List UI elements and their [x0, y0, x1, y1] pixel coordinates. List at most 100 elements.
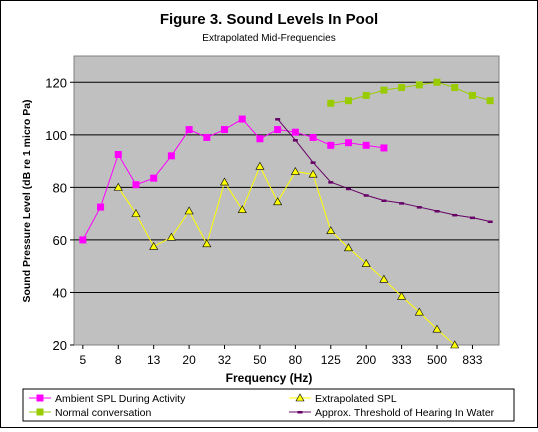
- data-point: [343, 243, 353, 252]
- data-point: [114, 151, 122, 159]
- series-line: [330, 81, 491, 104]
- legend: [22, 388, 515, 422]
- legend-label: Ambient SPL During Activity: [55, 393, 186, 405]
- data-point: [149, 241, 159, 250]
- x-tick-label: 32: [218, 353, 232, 367]
- plot-area: [73, 55, 500, 346]
- legend-item: Ambient SPL During Activity: [29, 393, 186, 405]
- data-point: [328, 181, 334, 184]
- data-point: [380, 86, 388, 94]
- data-point: [274, 126, 282, 134]
- data-point: [308, 169, 318, 178]
- data-point: [275, 118, 281, 121]
- x-tick-label: 200: [356, 353, 376, 367]
- data-point: [220, 177, 230, 186]
- x-tick-label: 13: [147, 353, 161, 367]
- data-point: [469, 216, 475, 220]
- x-tick-label: 20: [182, 353, 196, 367]
- legend-item: Extrapolated SPL: [289, 393, 397, 405]
- y-tick-label: 120: [45, 75, 67, 90]
- data-point: [184, 206, 194, 215]
- data-point: [345, 187, 351, 191]
- data-point: [327, 99, 335, 107]
- data-point: [221, 126, 229, 134]
- legend-label: Normal conversation: [55, 407, 151, 419]
- x-tick-label: 125: [321, 353, 341, 367]
- data-point: [309, 133, 317, 141]
- series-3: [327, 78, 494, 107]
- data-point: [414, 307, 424, 316]
- data-point: [415, 81, 423, 89]
- data-point: [255, 161, 265, 170]
- y-tick-label: 60: [53, 233, 67, 248]
- data-point: [362, 141, 370, 149]
- data-point: [273, 197, 283, 206]
- data-point: [450, 340, 460, 349]
- legend-swatch-marker: [295, 393, 305, 402]
- legend-swatch-marker: [36, 408, 44, 416]
- data-point: [487, 220, 493, 224]
- data-point: [238, 115, 246, 123]
- data-point: [344, 139, 352, 147]
- data-point: [362, 91, 370, 99]
- data-point: [380, 144, 388, 152]
- data-point: [166, 232, 176, 241]
- data-point: [131, 209, 141, 217]
- data-point: [237, 205, 247, 213]
- legend-label: Extrapolated SPL: [315, 393, 397, 405]
- x-tick-label: 80: [289, 353, 303, 367]
- data-point: [452, 213, 458, 217]
- data-point: [113, 182, 123, 191]
- data-point: [486, 97, 494, 105]
- data-point: [185, 126, 193, 134]
- legend-item: Approx. Threshold of Hearing In Water: [289, 407, 495, 419]
- series-2: [113, 161, 460, 349]
- data-point: [291, 128, 299, 136]
- data-point: [433, 78, 441, 86]
- data-point: [167, 152, 175, 160]
- series-4: [275, 118, 493, 224]
- data-point: [432, 324, 442, 333]
- data-point: [344, 97, 352, 105]
- data-point: [451, 84, 459, 92]
- legend-swatch-marker: [297, 411, 303, 414]
- legend-swatch-marker: [36, 394, 44, 402]
- series-layer: [79, 78, 494, 349]
- data-point: [397, 291, 407, 300]
- data-point: [361, 258, 371, 267]
- data-point: [97, 203, 105, 211]
- data-point: [434, 210, 440, 213]
- data-point: [292, 139, 298, 142]
- data-point: [202, 239, 212, 248]
- y-tick-label: 80: [53, 180, 67, 195]
- data-point: [132, 181, 140, 189]
- data-point: [256, 135, 264, 143]
- x-tick-label: 8: [115, 353, 122, 367]
- data-point: [468, 91, 476, 99]
- y-tick-label: 40: [53, 285, 67, 300]
- legend-label: Approx. Threshold of Hearing In Water: [315, 407, 495, 419]
- data-point: [399, 202, 405, 205]
- y-tick-label: 20: [53, 338, 67, 353]
- data-point: [150, 174, 158, 182]
- y-axis-ticks: 20 40 60 80 100 120: [45, 75, 74, 353]
- y-tick-label: 100: [45, 128, 67, 143]
- x-axis-label: Frequency (Hz): [226, 371, 313, 385]
- data-point: [327, 141, 335, 149]
- x-tick-label: 333: [392, 353, 412, 367]
- x-tick-label: 50: [253, 353, 267, 367]
- y-axis-label: Sound Pressure Level (dB re 1 micro Pa): [21, 99, 33, 302]
- data-point: [381, 199, 387, 202]
- series-1: [79, 115, 388, 244]
- x-tick-label: 5: [80, 353, 87, 367]
- data-point: [290, 166, 300, 175]
- data-point: [310, 161, 316, 164]
- x-tick-label: 833: [462, 353, 482, 367]
- chart-title: Figure 3. Sound Levels In Pool: [160, 11, 378, 28]
- series-line: [117, 165, 456, 345]
- legend-item: Normal conversation: [29, 407, 151, 419]
- data-point: [379, 274, 389, 283]
- x-tick-label: 500: [427, 353, 447, 367]
